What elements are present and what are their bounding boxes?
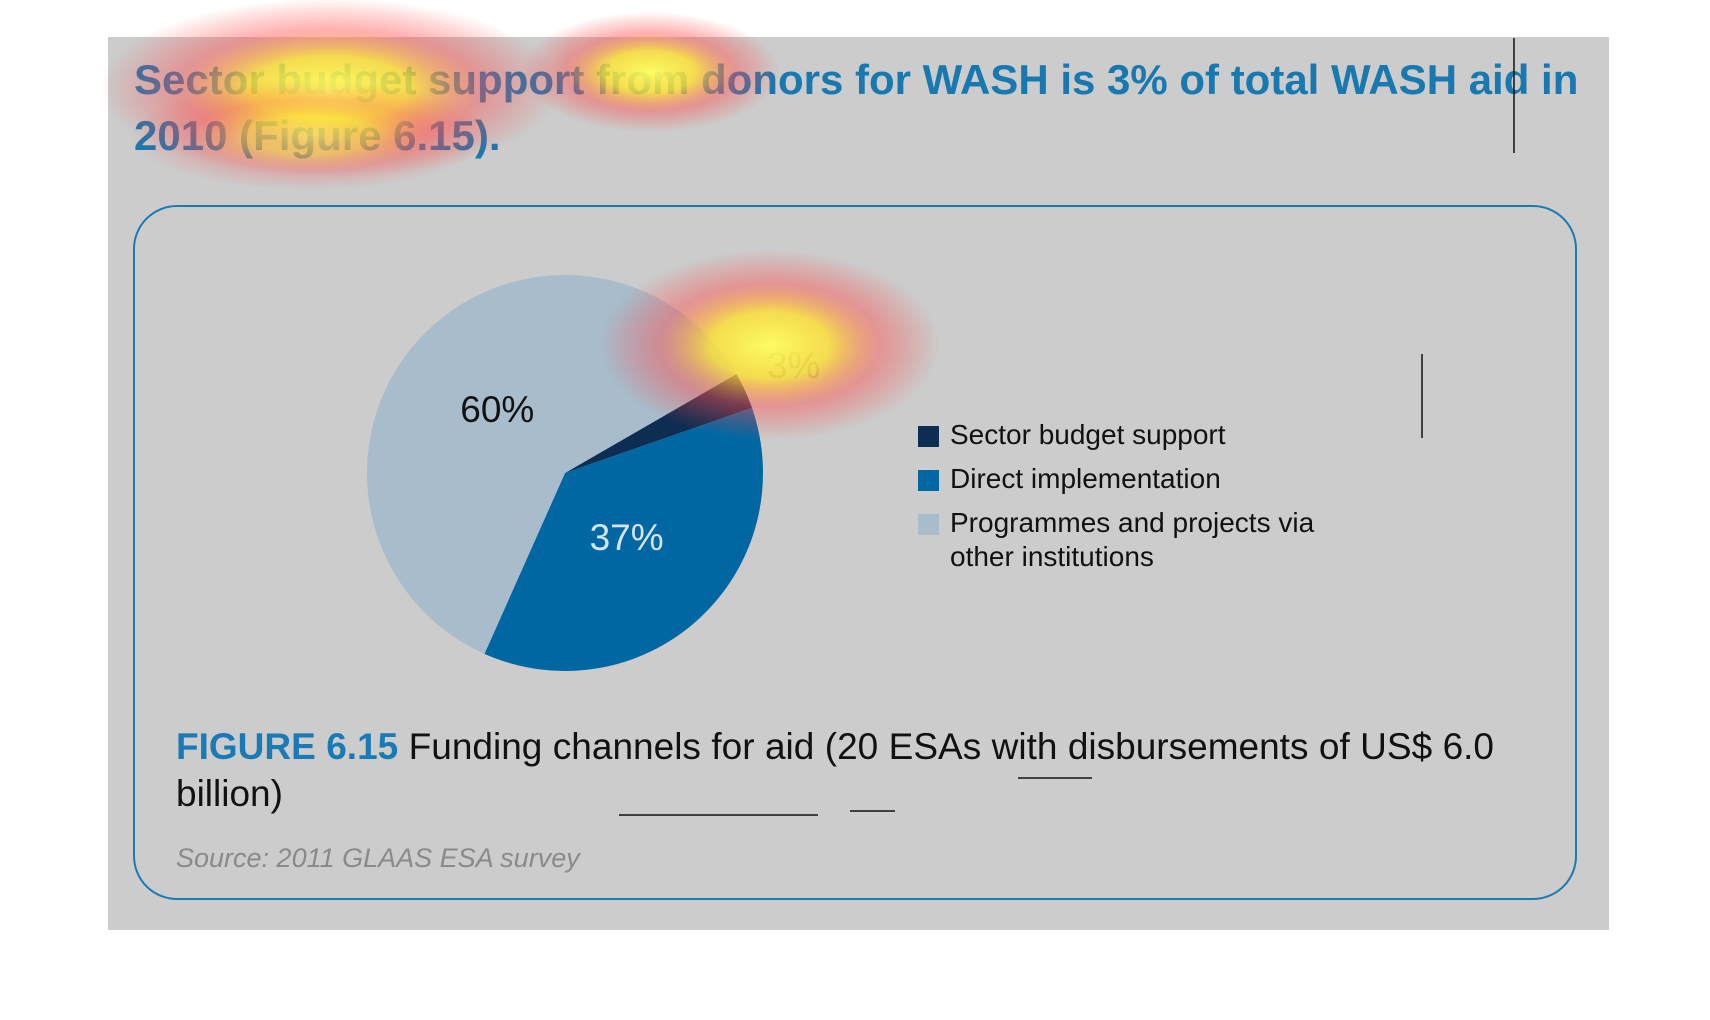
slice-label: 60% <box>460 389 534 430</box>
legend: Sector budget support Direct implementati… <box>918 418 1378 584</box>
legend-entry: Sector budget support <box>918 418 1378 452</box>
legend-swatch <box>918 426 939 447</box>
source: Source: 2011 GLAAS ESA survey <box>176 843 580 873</box>
legend-label: Programmes and projects via other instit… <box>950 507 1315 572</box>
legend-swatch <box>918 470 939 491</box>
slice-label: 3% <box>767 345 820 386</box>
legend-entry: Programmes and projects via other instit… <box>918 506 1378 574</box>
legend-entry: Direct implementation <box>918 462 1378 496</box>
figure-box <box>133 205 1577 900</box>
figure-title: Funding channels for aid (20 ESAs with d… <box>176 726 1495 814</box>
caption: FIGURE 6.15 Funding channels for aid (20… <box>176 723 1494 817</box>
legend-label: Sector budget support <box>950 419 1226 450</box>
figure-label: FIGURE 6.15 <box>176 726 399 767</box>
pie-slice <box>484 407 764 671</box>
slice-label: 37% <box>590 517 664 558</box>
legend-label: Direct implementation <box>950 463 1221 494</box>
legend-swatch <box>918 514 939 535</box>
